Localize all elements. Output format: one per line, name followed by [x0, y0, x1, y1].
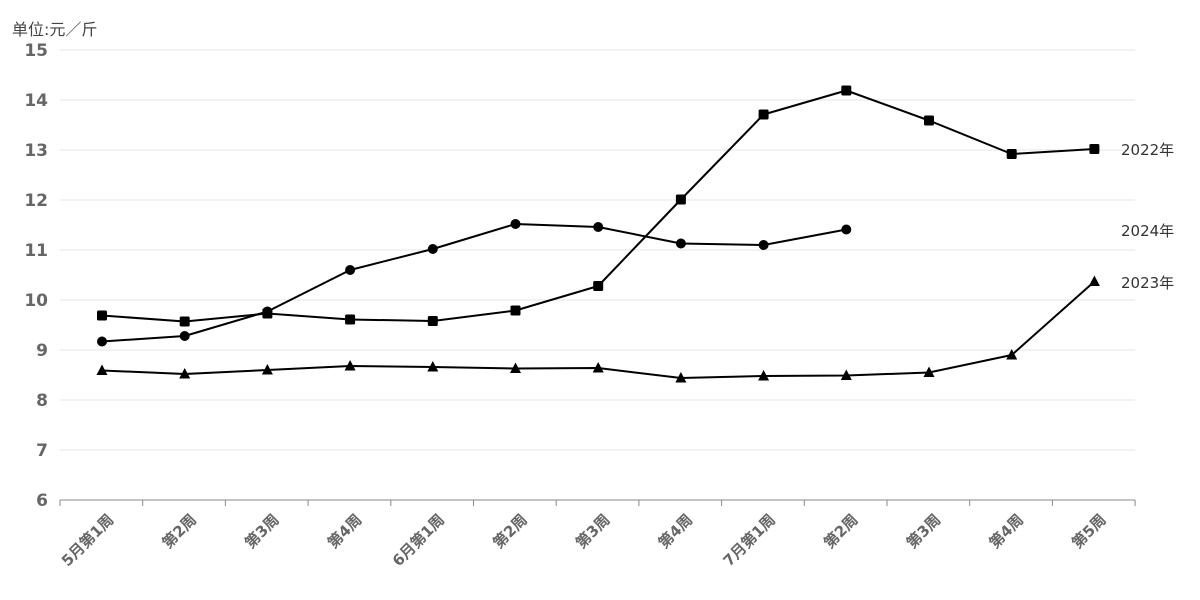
y-tick-label: 14: [24, 91, 48, 111]
x-tick-label: 第4周: [324, 511, 365, 552]
y-tick-label: 9: [36, 341, 48, 361]
data-point-circle: [510, 219, 521, 229]
y-tick-label: 7: [36, 441, 48, 461]
x-tick-label: 第3周: [241, 511, 282, 552]
x-tick-label: 7月第1周: [720, 511, 779, 570]
data-point-square: [593, 281, 604, 291]
x-tick-label: 6月第1周: [389, 511, 448, 570]
data-point-circle: [427, 244, 438, 254]
data-point-square: [1006, 149, 1017, 159]
data-point-circle: [593, 222, 604, 232]
data-point-triangle: [510, 362, 521, 373]
data-point-triangle: [840, 369, 852, 380]
data-point-circle: [758, 240, 769, 250]
series-line-2024年: [101, 223, 847, 343]
x-tick-labels: 5月第1周 第2周 第3周 第4周 6月第1周 第2周 第3周 第4周 7月第1周 第2周 第3周第…: [58, 511, 1110, 570]
data-point-square: [758, 109, 769, 120]
series-lines: [101, 89, 1096, 379]
series-labels: 2022年 2023年 2024年: [1121, 141, 1174, 292]
series-label: 2024年: [1121, 222, 1174, 240]
data-point-triangle: [1088, 275, 1100, 286]
data-point-square: [1089, 144, 1100, 154]
data-point-circle: [262, 306, 273, 317]
x-tick-label: 第2周: [820, 511, 861, 552]
data-point-square: [427, 316, 438, 326]
data-point-triangle: [1006, 349, 1018, 360]
y-tick-label: 13: [24, 141, 48, 161]
data-point-square: [510, 305, 521, 316]
series-markers: [96, 85, 1100, 383]
y-tick-label: 12: [24, 191, 48, 211]
unit-label: 单位:元／斤: [12, 20, 98, 39]
data-point-square: [345, 314, 356, 325]
data-point-circle: [841, 224, 852, 235]
y-tick-label: 10: [24, 291, 48, 311]
y-tick-label: 15: [24, 41, 48, 61]
data-point-square: [97, 310, 107, 321]
x-tick-label: 第2周: [159, 511, 200, 552]
data-point-square: [675, 194, 686, 205]
data-point-circle: [179, 331, 190, 341]
data-point-triangle: [344, 360, 356, 371]
data-point-triangle: [427, 361, 439, 372]
x-tick-label: 第3周: [903, 511, 944, 552]
y-tick-label: 8: [36, 391, 48, 411]
x-tick-label: 第4周: [655, 511, 696, 552]
data-point-triangle: [923, 366, 935, 377]
x-tick-label: 第2周: [489, 511, 530, 552]
x-tick-label: 5月第1周: [58, 511, 117, 570]
data-point-triangle: [96, 364, 108, 375]
data-point-square: [841, 85, 852, 96]
data-point-triangle: [758, 370, 770, 381]
data-point-circle: [345, 265, 356, 275]
data-point-triangle: [261, 364, 273, 375]
data-point-triangle: [675, 372, 687, 383]
y-tick-labels: 6 7 8 9 10 11 12 13 14 15: [24, 41, 48, 511]
series-label: 2022年: [1121, 141, 1174, 159]
x-tick-label: 第4周: [986, 511, 1027, 552]
x-tick-label: 第5周: [1068, 511, 1109, 552]
y-tick-label: 6: [36, 491, 48, 511]
data-point-triangle: [592, 362, 604, 373]
axes: [59, 499, 1136, 506]
data-point-square: [179, 316, 190, 327]
data-point-square: [924, 115, 934, 126]
gridlines: [60, 49, 1135, 451]
data-point-circle: [675, 238, 686, 249]
x-tick-label: 第3周: [572, 511, 613, 552]
data-point-circle: [97, 336, 107, 347]
y-tick-label: 11: [24, 241, 48, 261]
series-label: 2023年: [1121, 274, 1174, 292]
data-point-triangle: [179, 368, 191, 379]
